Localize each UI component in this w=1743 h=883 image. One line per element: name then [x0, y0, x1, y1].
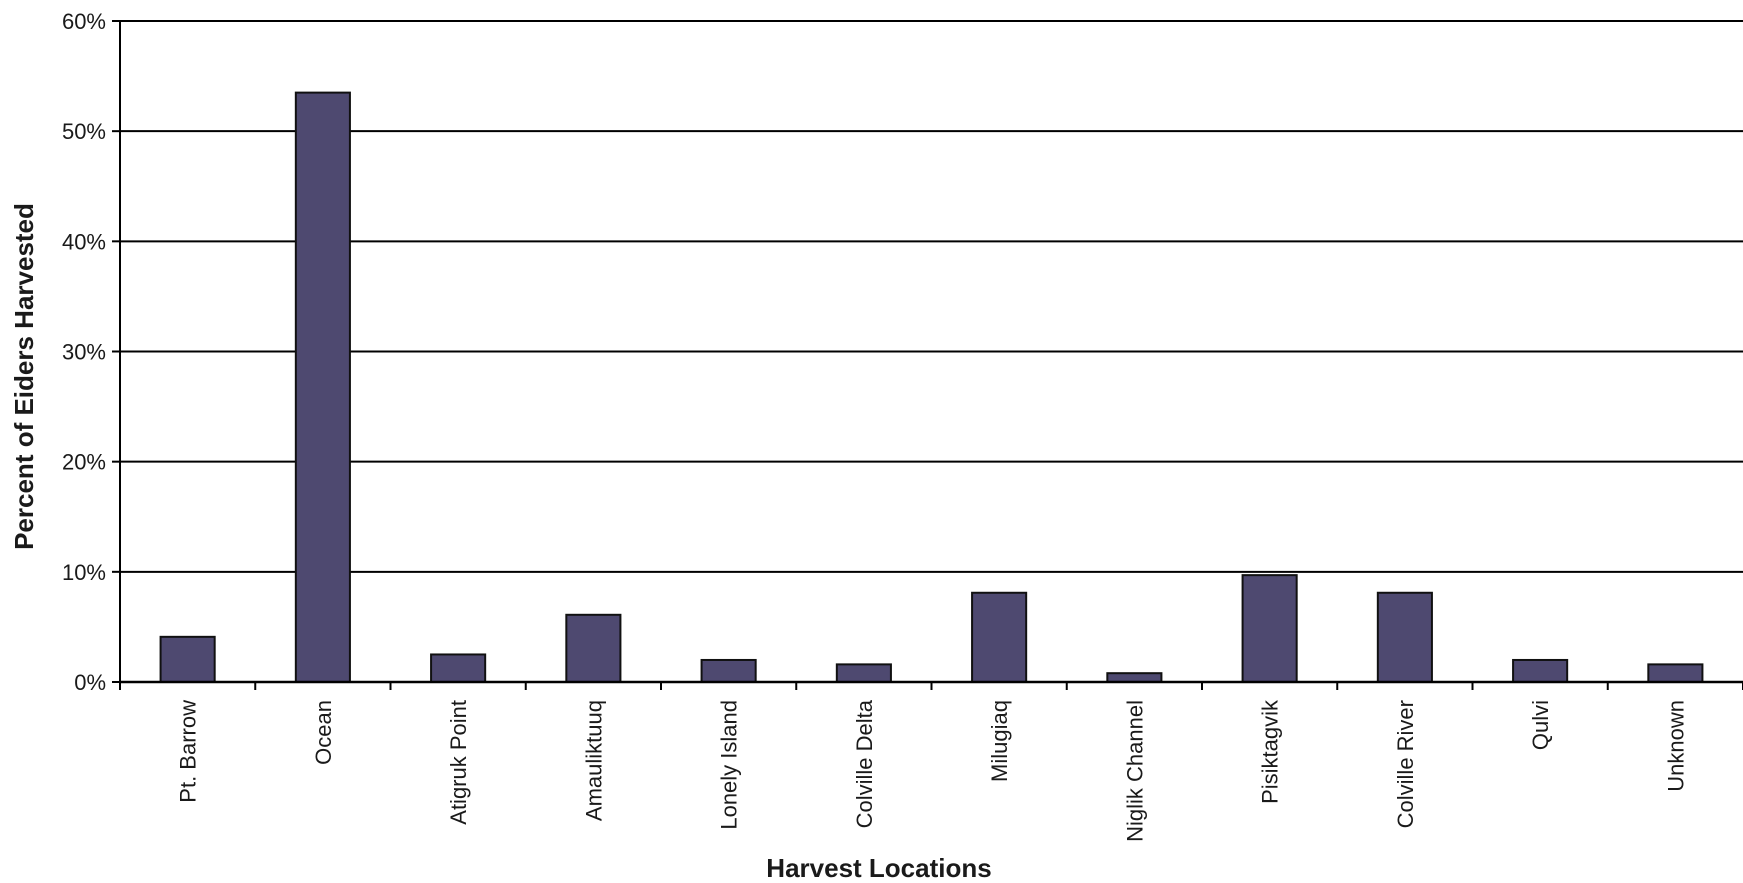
x-tick-label: Unknown — [1663, 700, 1688, 792]
x-tick-label: Milugiaq — [987, 700, 1012, 782]
bar — [1647, 663, 1704, 684]
y-axis-title: Percent of Eiders Harvested — [9, 203, 39, 550]
bar — [1376, 591, 1433, 684]
gridlines — [120, 20, 1743, 573]
x-tick-label: Atigruk Point — [446, 700, 471, 825]
y-tick-label: 10% — [62, 560, 106, 585]
bar — [1512, 658, 1569, 684]
bar — [835, 663, 892, 684]
y-tick-label: 60% — [62, 9, 106, 34]
x-tick-label: Pt. Barrow — [176, 700, 201, 803]
x-tick-label: Pisiktagvik — [1258, 699, 1283, 804]
bars — [159, 91, 1704, 684]
axes — [112, 20, 1743, 690]
x-tick-label: Colville Delta — [852, 699, 877, 828]
bar — [700, 658, 757, 684]
bar — [971, 591, 1028, 684]
bar — [294, 91, 351, 683]
bar — [159, 635, 216, 683]
y-tick-label: 50% — [62, 119, 106, 144]
x-tick-label: Niglik Channel — [1122, 700, 1147, 842]
x-tick-label: Colville River — [1393, 700, 1418, 828]
bar — [430, 653, 487, 683]
bar — [1241, 574, 1298, 683]
x-tick-label: Qulvi — [1528, 700, 1553, 750]
x-tick-labels: Pt. Barrow Ocean Atigruk Point Amauliktuuq L… — [176, 699, 1689, 842]
x-tick-label: Amauliktuuq — [581, 700, 606, 821]
bar — [565, 613, 622, 684]
y-tick-label: 0% — [74, 670, 106, 695]
x-tick-label: Lonely Island — [717, 700, 742, 830]
y-tick-label: 30% — [62, 340, 106, 365]
x-tick-label: Ocean — [311, 700, 336, 765]
bar — [1106, 672, 1163, 683]
y-tick-label: 20% — [62, 450, 106, 475]
x-axis-title: Harvest Locations — [766, 853, 991, 883]
y-tick-label: 40% — [62, 229, 106, 254]
y-tick-labels: 0% 10% 20% 30% 40% 50% 60% — [62, 9, 106, 695]
